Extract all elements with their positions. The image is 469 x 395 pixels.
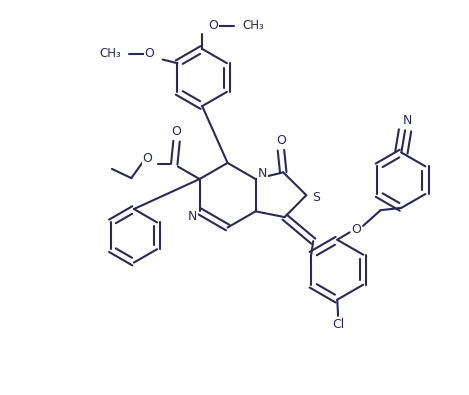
Text: O: O (209, 19, 219, 32)
Text: O: O (276, 134, 286, 147)
Text: CH₃: CH₃ (243, 19, 265, 32)
Text: O: O (144, 47, 154, 60)
Text: N: N (403, 114, 412, 127)
Text: N: N (188, 211, 197, 224)
Text: Cl: Cl (332, 318, 344, 331)
Text: O: O (172, 126, 182, 139)
Text: CH₃: CH₃ (99, 47, 121, 60)
Text: N: N (258, 167, 267, 180)
Text: O: O (352, 223, 362, 236)
Text: O: O (142, 152, 152, 165)
Text: S: S (312, 191, 320, 204)
